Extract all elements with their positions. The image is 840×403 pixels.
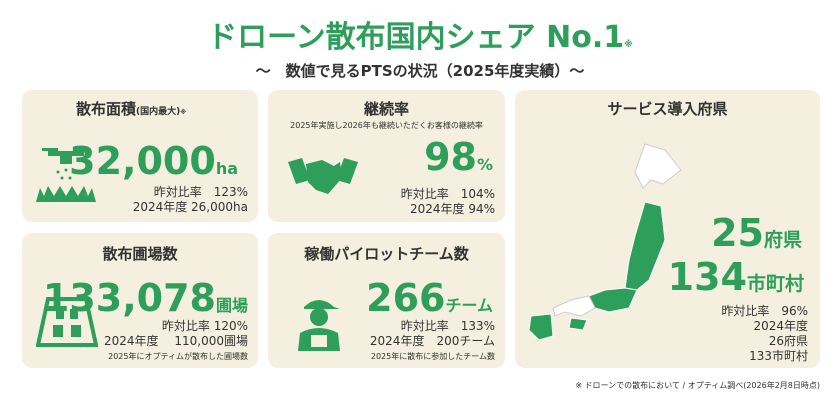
card-retention: 継続率 2025年実施し2026年も継続いただくお客様の継続率 98% 昨対比率… xyxy=(268,90,505,222)
stat: 26府県 xyxy=(768,334,808,348)
unit: 圃場 xyxy=(215,296,248,315)
subtitle: 〜 数値で見るPTSの状況（2025年度実績）〜 xyxy=(255,62,585,80)
handshake-icon xyxy=(288,158,358,194)
card-title-mark: ※ xyxy=(180,109,187,116)
stat: 2024年度 xyxy=(753,319,808,333)
value: 32,000 xyxy=(69,139,216,183)
unit: ha xyxy=(215,159,238,178)
pilot-icon xyxy=(298,300,340,351)
stats: 昨対比率 96% 2024年度 26府県 133市町村 xyxy=(721,304,808,364)
stats: 昨対比率 120% 2024年度 110,000圃場 2025年にオプティムが散布し… xyxy=(104,319,248,364)
card-title: 散布面積(国内最大)※ xyxy=(76,98,186,119)
card-note: 2025年にオプティムが散布した圃場数 xyxy=(108,352,248,361)
stats: 昨対比率 104% 2024年度 94% xyxy=(401,187,495,217)
value: 266 xyxy=(366,276,446,320)
field-icon xyxy=(36,297,98,347)
card-regions: サービス導入府県 25府県 134市町村 昨対比率 96% 2024年度 26府県 1… xyxy=(515,90,820,368)
title-mark: ※ xyxy=(624,40,633,50)
stats: 昨対比率 133% 2024年度 200チーム 2025年に散布に参加したチーム数 xyxy=(370,319,495,364)
value-2: 134 xyxy=(667,255,747,299)
card-note: 2025年に散布に参加したチーム数 xyxy=(370,352,495,361)
card-title: 継続率 xyxy=(363,100,409,118)
stat: 昨対比率 133% xyxy=(400,319,495,333)
card-fields: 散布圃場数 133,078圃場 昨対比率 120% 2024年度 110,000圃… xyxy=(22,233,258,368)
stat: 昨対比率 96% xyxy=(721,304,808,318)
value-row: 266チーム xyxy=(366,279,493,317)
card-title: 稼働パイロットチーム数 xyxy=(304,245,469,263)
stat: 昨対比率 123% xyxy=(153,185,248,199)
stat: 2024年度 26,000ha xyxy=(132,200,248,214)
value: 98 xyxy=(424,135,477,179)
card-title-text: 散布面積 xyxy=(76,100,137,118)
stat: 2024年度 110,000圃場 xyxy=(104,334,248,348)
card-title-note: (国内最大) xyxy=(136,107,181,117)
card-title: 散布圃場数 xyxy=(102,245,178,263)
card-teams: 稼働パイロットチーム数 266チーム 昨対比率 133% 2024年度 200チー… xyxy=(268,233,505,368)
value: 25 xyxy=(711,211,764,255)
card-title: サービス導入府県 xyxy=(607,100,728,118)
unit: % xyxy=(476,155,493,174)
drone-icon xyxy=(36,148,96,202)
stat: 昨対比率 104% xyxy=(400,187,495,201)
value-row-2: 134市町村 xyxy=(668,258,804,296)
value-row: 25府県 xyxy=(711,214,802,252)
stat: 2024年度 200チーム xyxy=(369,334,495,348)
footer: ※ ドローンでの散布において / オプティム調べ(2026年2月8日時点) xyxy=(575,381,820,390)
stat: 133市町村 xyxy=(749,349,808,363)
card-note: 2025年実施し2026年も継続いただくお客様の継続率 xyxy=(290,121,483,130)
value: 133,078 xyxy=(42,276,216,320)
value-row: 32,000ha xyxy=(69,142,238,180)
unit: 府県 xyxy=(763,229,802,251)
title: ドローン散布国内シェア No.1 xyxy=(207,20,625,55)
value-row: 98% xyxy=(424,138,493,176)
value-row: 133,078圃場 xyxy=(43,279,248,317)
japan-map xyxy=(528,143,682,340)
stat: 昨対比率 120% xyxy=(161,319,248,333)
unit-2: 市町村 xyxy=(746,273,804,295)
unit: チーム xyxy=(445,296,493,315)
stats: 昨対比率 123% 2024年度 26,000ha xyxy=(133,185,248,215)
stat: 2024年度 94% xyxy=(409,202,495,216)
title-row: ドローン散布国内シェア No.1※ xyxy=(0,12,840,56)
card-area: 散布面積(国内最大)※ 32,000ha 昨対比率 123% 2024年度 26,… xyxy=(22,90,258,222)
